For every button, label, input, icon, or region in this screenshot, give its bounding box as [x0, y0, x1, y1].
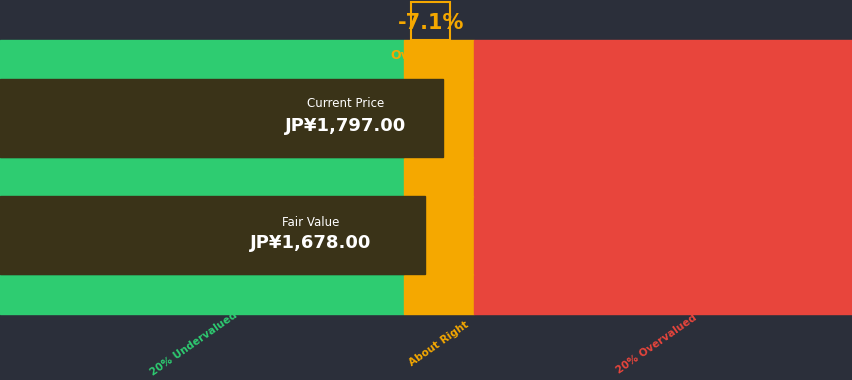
- Bar: [411, 2, 449, 40]
- Bar: [474, 157, 852, 196]
- Bar: [404, 79, 474, 157]
- Bar: [404, 196, 474, 274]
- Bar: [474, 79, 852, 157]
- Bar: [0, 274, 404, 314]
- Bar: [0, 79, 442, 157]
- Bar: [474, 196, 852, 274]
- Text: JP¥1,797.00: JP¥1,797.00: [285, 117, 406, 135]
- Bar: [0, 196, 404, 274]
- Bar: [0, 40, 404, 79]
- Text: About Right: About Right: [407, 320, 470, 368]
- Text: JP¥1,678.00: JP¥1,678.00: [250, 234, 371, 252]
- Text: 20% Overvalued: 20% Overvalued: [613, 312, 698, 375]
- Text: Current Price: Current Price: [307, 97, 383, 110]
- Text: 20% Undervalued: 20% Undervalued: [148, 310, 239, 378]
- Bar: [474, 40, 852, 79]
- Text: -7.1%: -7.1%: [397, 13, 463, 33]
- Bar: [474, 274, 852, 314]
- Text: Overvalued: Overvalued: [390, 49, 470, 62]
- Bar: [0, 196, 425, 274]
- Bar: [0, 79, 404, 157]
- Bar: [0, 157, 404, 196]
- Bar: [404, 157, 474, 196]
- Bar: [404, 274, 474, 314]
- Text: Fair Value: Fair Value: [281, 215, 339, 228]
- Bar: [404, 40, 474, 79]
